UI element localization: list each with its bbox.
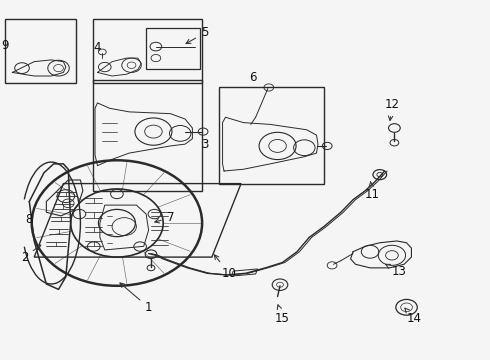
- Text: 3: 3: [201, 138, 208, 150]
- Bar: [93, 80, 202, 191]
- Bar: [219, 87, 324, 184]
- Text: 4: 4: [94, 41, 101, 54]
- Text: 1: 1: [120, 283, 152, 314]
- Text: 11: 11: [365, 182, 380, 201]
- Bar: [5, 19, 75, 83]
- Text: 15: 15: [275, 305, 290, 325]
- Text: 7: 7: [155, 211, 174, 224]
- Text: 5: 5: [186, 27, 208, 44]
- Text: 10: 10: [214, 255, 236, 280]
- Text: 8: 8: [25, 213, 33, 226]
- Bar: [93, 19, 202, 83]
- Text: 2: 2: [21, 245, 41, 264]
- Text: 9: 9: [1, 39, 9, 52]
- Text: 6: 6: [249, 71, 257, 84]
- Text: 12: 12: [385, 98, 399, 121]
- Text: 14: 14: [405, 308, 421, 325]
- Bar: [146, 28, 200, 69]
- Text: 13: 13: [386, 264, 407, 278]
